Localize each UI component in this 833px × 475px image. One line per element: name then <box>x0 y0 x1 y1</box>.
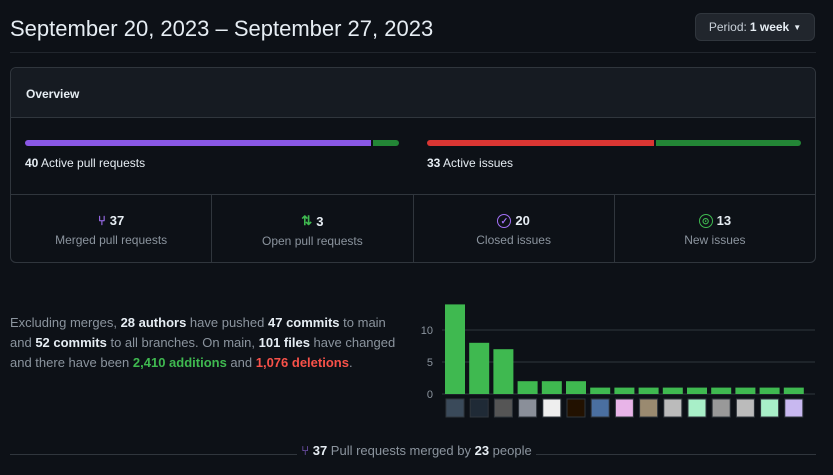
y-tick-label: 10 <box>421 325 433 337</box>
period-dropdown[interactable]: Period: 1 week ▼ <box>695 13 815 41</box>
pr-label: Active pull requests <box>41 156 146 170</box>
commits-by-author-chart: 0 5 10 <box>421 304 815 418</box>
bar[interactable] <box>517 381 538 394</box>
active-pull-requests[interactable]: 40 Active pull requests <box>25 156 145 170</box>
author-avatar[interactable] <box>687 398 707 418</box>
stat-open-pull-requests[interactable]: ⇅ 3 Open pull requests <box>212 195 414 263</box>
bar[interactable] <box>445 304 465 394</box>
stat-label: Open pull requests <box>262 234 363 248</box>
period-value: 1 week <box>749 20 790 34</box>
commits-count: 47 commits <box>268 315 340 330</box>
git-pull-request-icon: ⇅ <box>301 213 313 228</box>
files-count: 101 files <box>258 335 310 350</box>
period-label: Period: <box>708 20 747 34</box>
deletions-count: 1,076 deletions <box>255 355 349 370</box>
bar-segment <box>427 140 654 146</box>
stat-value: 37 <box>109 213 125 228</box>
additions-count: 2,410 additions <box>132 355 227 370</box>
author-avatar[interactable] <box>590 398 610 418</box>
author-avatar[interactable] <box>445 398 465 418</box>
bar[interactable] <box>735 387 756 394</box>
stat-label: Merged pull requests <box>55 233 168 247</box>
author-avatar[interactable] <box>735 398 755 418</box>
bar[interactable] <box>638 387 659 394</box>
author-avatar[interactable] <box>469 398 489 418</box>
bar[interactable] <box>614 387 635 394</box>
bar[interactable] <box>687 387 707 394</box>
issues-label: Active issues <box>443 156 514 170</box>
author-avatar[interactable] <box>711 398 731 418</box>
stat-label: Closed issues <box>476 233 551 247</box>
author-avatar[interactable] <box>760 398 780 418</box>
stat-label: New issues <box>684 233 746 247</box>
authors-count: 28 authors <box>120 315 187 330</box>
author-avatar[interactable] <box>493 398 513 418</box>
author-avatar[interactable] <box>784 398 804 418</box>
bar[interactable] <box>759 387 780 394</box>
stat-value: 3 <box>316 213 324 229</box>
git-merge-icon: ⑂ <box>301 443 310 458</box>
git-merge-icon: ⑂ <box>97 213 106 228</box>
bar[interactable] <box>711 387 732 394</box>
overview-title: Overview <box>11 68 815 118</box>
bar-segment <box>25 140 371 146</box>
author-avatar[interactable] <box>542 398 562 418</box>
issue-opened-icon: ⊙ <box>698 213 713 228</box>
bar[interactable] <box>541 381 562 394</box>
bar-segment <box>372 140 399 146</box>
stat-merged-pull-requests[interactable]: ⑂ 37 Merged pull requests <box>11 195 213 263</box>
pull-requests-bar <box>25 140 399 146</box>
stat-closed-issues[interactable]: ✓ 20 Closed issues <box>414 195 615 263</box>
y-tick-label: 5 <box>427 357 433 369</box>
stat-value: 20 <box>515 213 530 228</box>
author-avatar[interactable] <box>566 398 586 418</box>
bar[interactable] <box>590 387 611 394</box>
issues-count: 33 <box>427 156 441 170</box>
author-avatar[interactable] <box>663 398 683 418</box>
bar[interactable] <box>783 387 804 394</box>
stat-value: 13 <box>716 213 732 228</box>
author-avatar[interactable] <box>518 398 538 418</box>
bar[interactable] <box>469 342 490 394</box>
bar-segment <box>655 140 801 146</box>
merged-pr-summary[interactable]: ⑂ 37 Pull requests merged by 23 people <box>0 443 833 458</box>
bar[interactable] <box>493 349 514 394</box>
commit-summary: Excluding merges, 28 authors have pushed… <box>10 315 396 370</box>
pr-count: 40 <box>25 156 39 170</box>
branch-commits-count: 52 commits <box>35 335 107 350</box>
bar[interactable] <box>662 387 683 394</box>
author-avatar[interactable] <box>639 398 659 418</box>
overview-panel: Overview 40 Active pull requests 33 Acti… <box>10 67 816 263</box>
caret-down-icon: ▼ <box>793 22 802 32</box>
y-tick-label: 0 <box>427 389 433 401</box>
active-issues[interactable]: 33 Active issues <box>427 156 513 170</box>
page-title: September 20, 2023 – September 27, 2023 <box>10 16 434 41</box>
bar[interactable] <box>566 381 586 394</box>
author-avatar[interactable] <box>614 398 634 418</box>
issues-bar <box>427 140 801 146</box>
stat-new-issues[interactable]: ⊙ 13 New issues <box>615 195 815 263</box>
divider <box>10 52 816 53</box>
issue-closed-icon: ✓ <box>497 213 512 228</box>
